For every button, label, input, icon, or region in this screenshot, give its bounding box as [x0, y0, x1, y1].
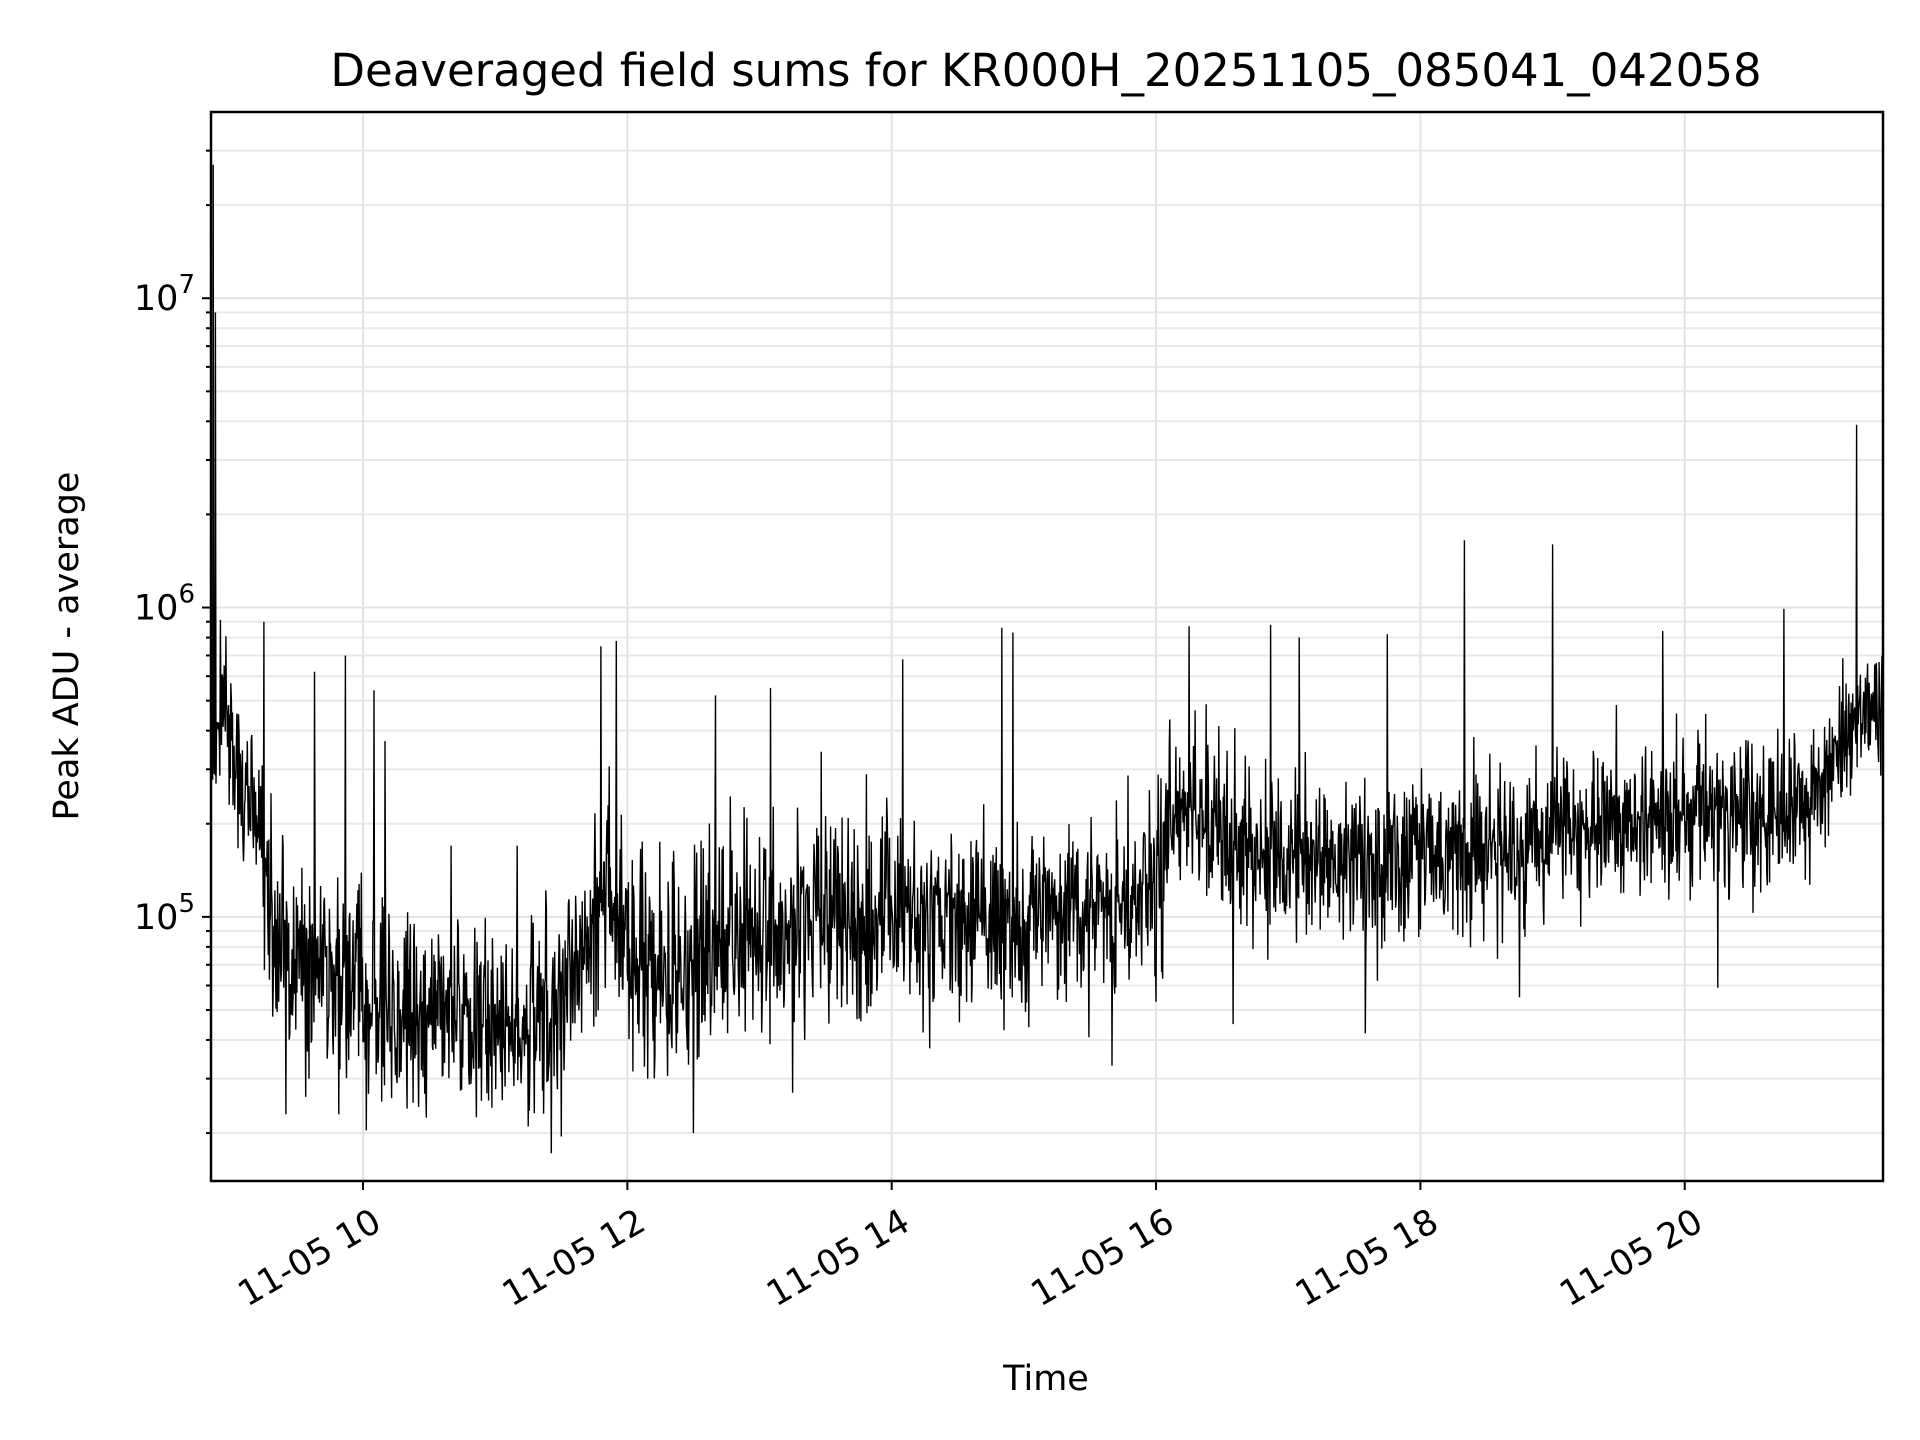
- y-tick-base: 10: [134, 589, 179, 629]
- y-tick-base: 10: [134, 279, 179, 319]
- series-line: [210, 164, 1884, 1154]
- y-tick-exponent: 7: [178, 270, 195, 300]
- y-tick-base: 10: [134, 898, 179, 938]
- y-axis-label: Peak ADU - average: [47, 472, 87, 821]
- x-tick-label: 11-05 16: [1025, 1202, 1181, 1315]
- x-tick-label: 11-05 18: [1289, 1202, 1445, 1315]
- x-tick-label: 11-05 20: [1553, 1202, 1709, 1315]
- x-tick-label: 11-05 12: [496, 1202, 652, 1315]
- y-tick-label: 106: [134, 580, 195, 629]
- y-tick-label: 107: [134, 270, 195, 319]
- plot-series: [210, 164, 1884, 1154]
- y-tick-exponent: 6: [178, 580, 195, 610]
- x-axis-label: Time: [1002, 1359, 1089, 1399]
- x-tick-label: 11-05 10: [232, 1202, 388, 1315]
- chart-title: Deaveraged field sums for KR000H_2025110…: [330, 44, 1761, 97]
- x-tick-label: 11-05 14: [760, 1202, 916, 1315]
- plot-frame: [209, 110, 1885, 1183]
- y-tick-label: 105: [134, 889, 195, 938]
- grid: [211, 112, 1883, 1181]
- x-axis: 11-05 10 11-05 12 11-05 14 11-05 16 11-05 18…: [232, 1181, 1710, 1315]
- y-tick-exponent: 5: [178, 889, 195, 919]
